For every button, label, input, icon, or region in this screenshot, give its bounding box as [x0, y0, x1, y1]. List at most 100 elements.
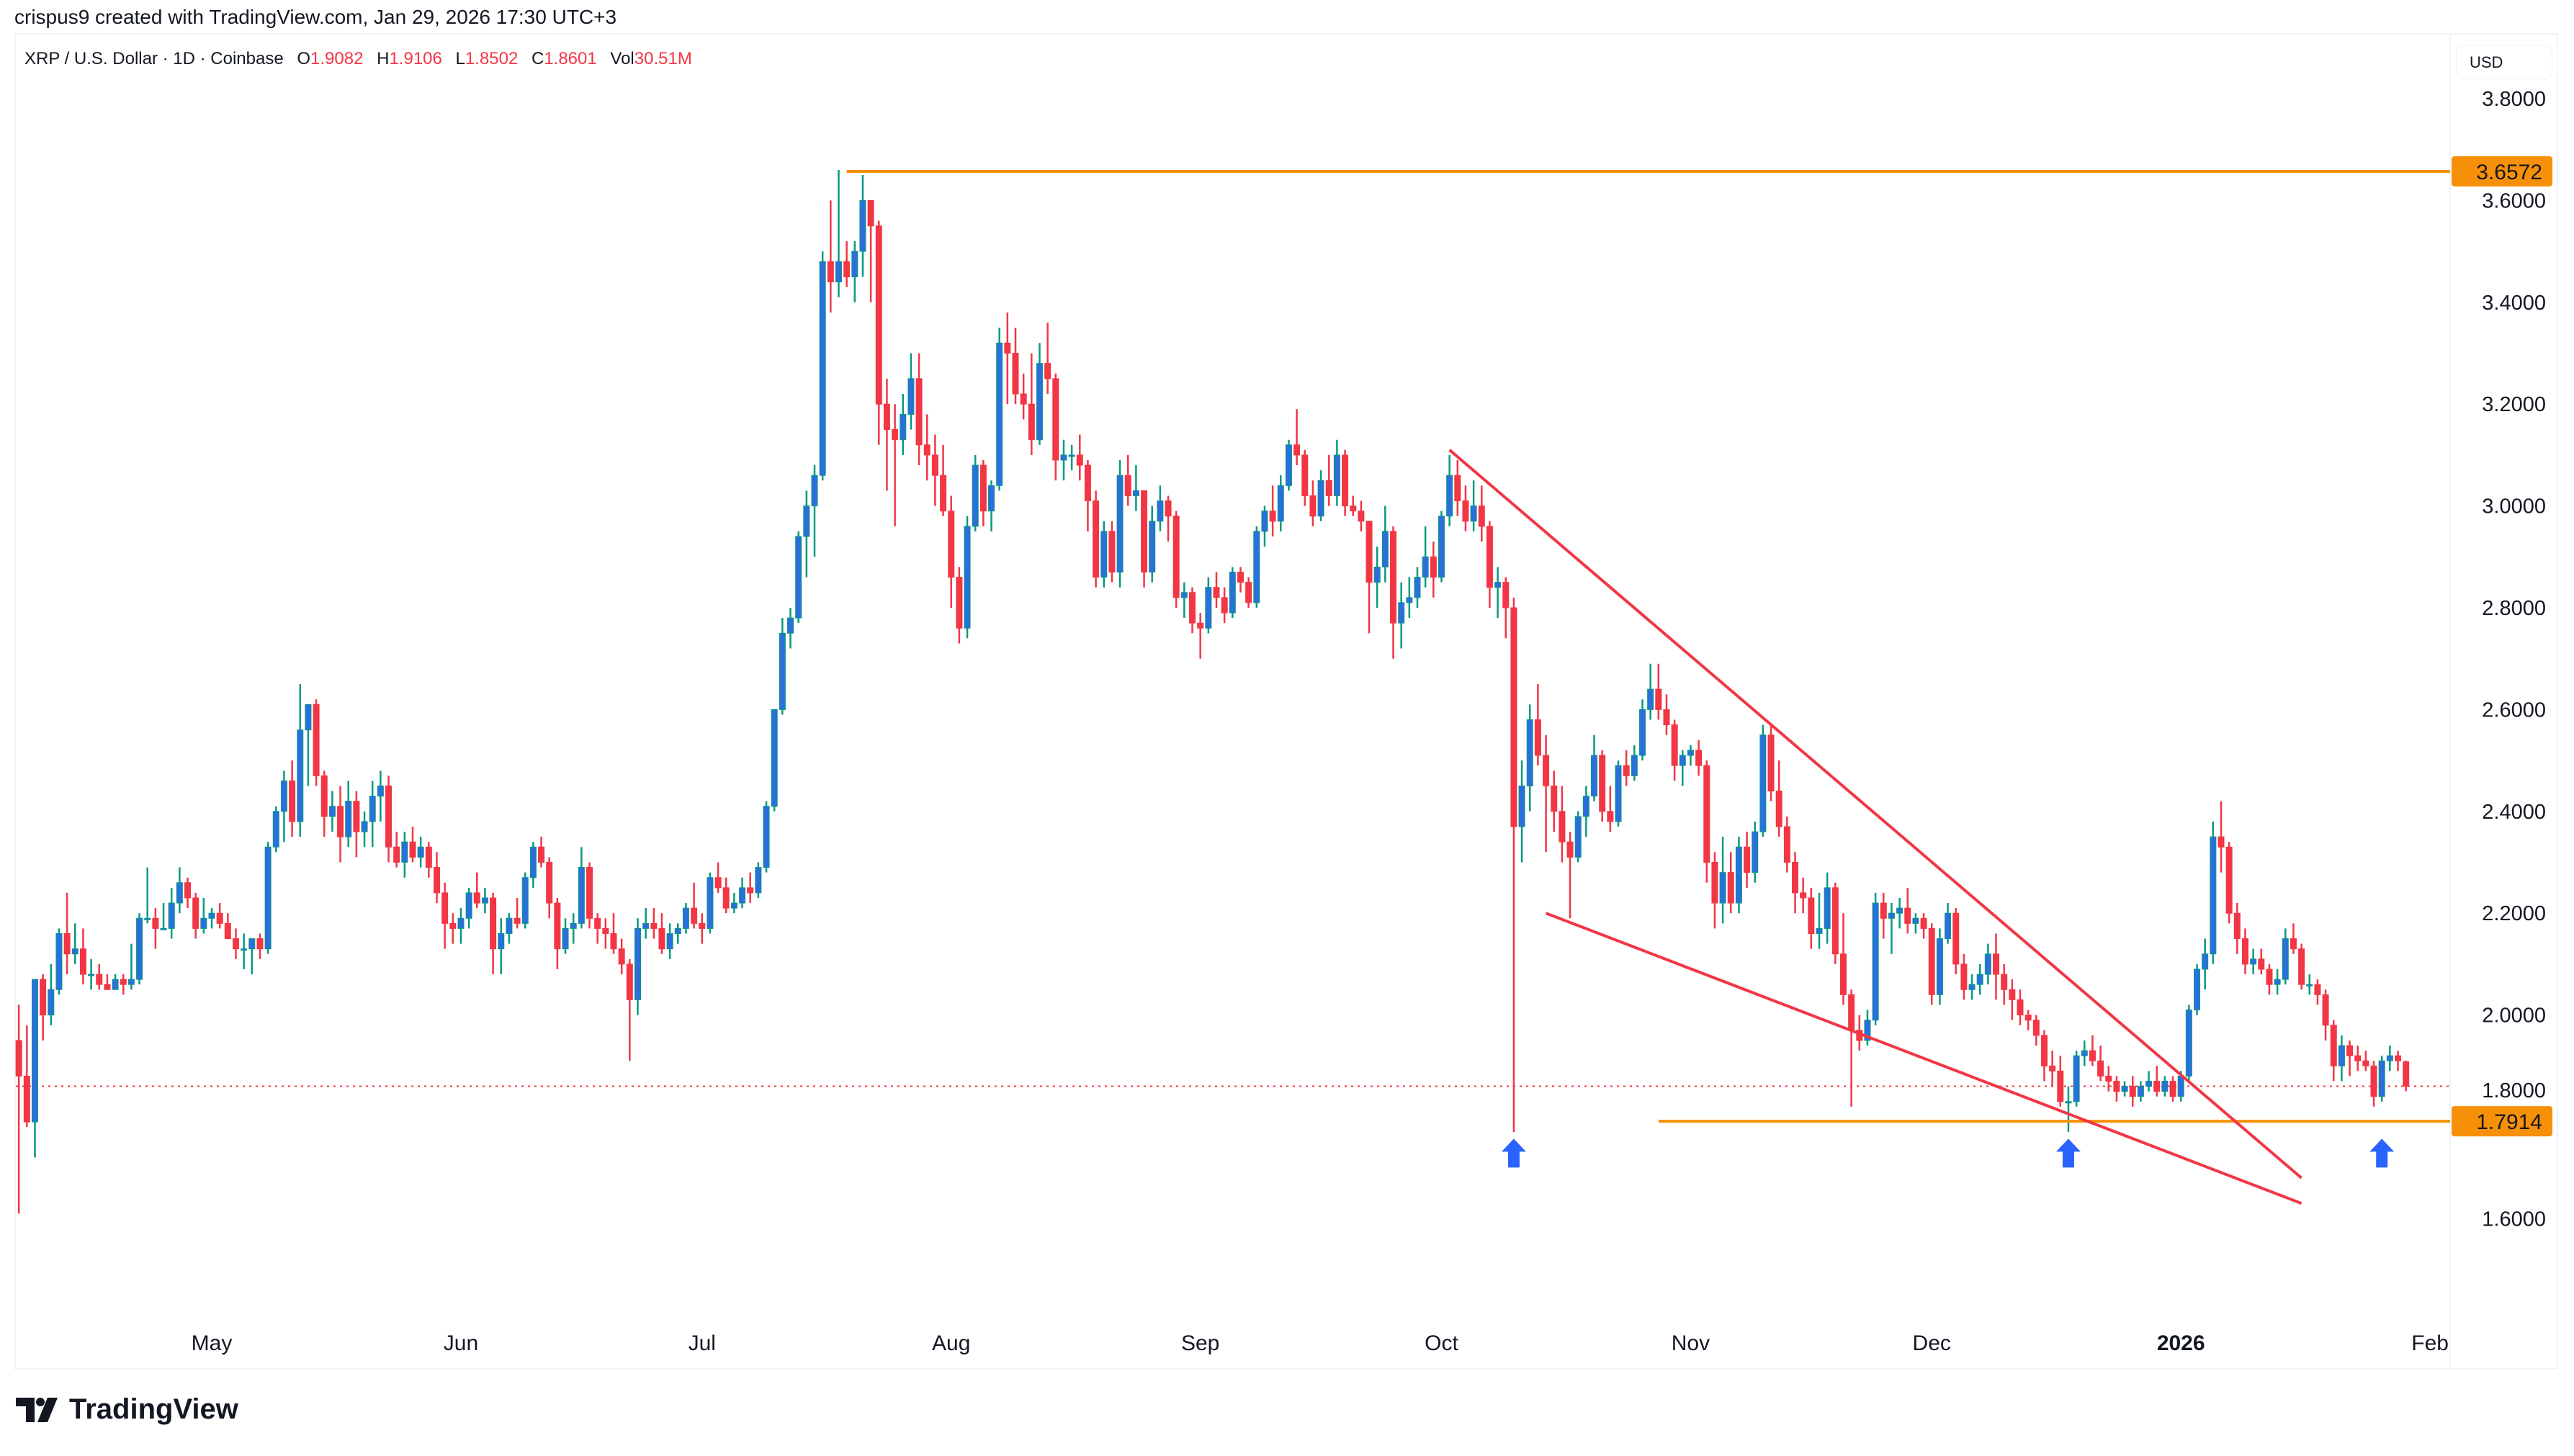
candle-body: [369, 796, 376, 822]
candle-body: [127, 979, 135, 985]
candle-body: [2378, 1060, 2385, 1097]
currency-button[interactable]: USD: [2456, 45, 2552, 79]
candle-body: [224, 922, 231, 940]
candle-body: [1912, 917, 1919, 924]
candle: [1880, 892, 1887, 939]
candle-body: [1390, 531, 1397, 624]
candle: [691, 882, 698, 929]
tradingview-logo[interactable]: TradingView: [16, 1393, 238, 1426]
candle-body: [867, 199, 874, 227]
time-tick-label: 2026: [2157, 1331, 2205, 1355]
candle: [2129, 1076, 2136, 1107]
candle: [1406, 577, 1413, 619]
candle-body: [272, 811, 279, 848]
candle: [401, 832, 408, 878]
candle: [1631, 745, 1638, 781]
candle-body: [1229, 572, 1236, 614]
candle: [2250, 948, 2257, 975]
candle-body: [1052, 378, 1059, 461]
candle: [1478, 485, 1485, 542]
candle: [297, 684, 304, 837]
candle: [1518, 760, 1525, 863]
candle-body: [707, 877, 714, 929]
candle-body: [1213, 587, 1220, 598]
candle: [2362, 1051, 2369, 1071]
candle: [1213, 572, 1220, 608]
candle-body: [320, 775, 328, 817]
candle-body: [2233, 912, 2241, 940]
candle: [1285, 439, 1292, 491]
candle: [1984, 943, 1991, 985]
candle: [1494, 567, 1502, 619]
candle-body: [1993, 953, 2000, 975]
candle: [1695, 740, 1703, 776]
candle: [1197, 613, 1204, 659]
candle-body: [714, 877, 722, 889]
candle: [2241, 928, 2248, 975]
candle-body: [1478, 505, 1485, 527]
candle: [168, 887, 175, 939]
candle: [345, 781, 352, 848]
candle-body: [2049, 1065, 2056, 1071]
arrow-up-icon: [2369, 1138, 2395, 1168]
candle-body: [168, 902, 175, 929]
candle: [1076, 434, 1083, 481]
candle-body: [1277, 485, 1284, 522]
candle: [514, 897, 521, 929]
candle: [948, 495, 955, 608]
candle: [626, 958, 633, 1061]
candle-body: [1647, 688, 1654, 710]
candle-body: [417, 846, 424, 858]
candle-body: [353, 801, 360, 832]
candle: [433, 852, 440, 904]
candle-body: [699, 922, 706, 929]
candle-body: [1414, 577, 1421, 598]
time-tick-label: Jun: [444, 1331, 478, 1355]
candle: [216, 903, 223, 929]
candle: [1325, 454, 1332, 506]
candle: [1936, 928, 1943, 1005]
candle: [658, 913, 665, 954]
price-tick-label: 3.6000: [2482, 189, 2546, 212]
candle: [200, 897, 207, 934]
candle-body: [1526, 719, 1533, 786]
candle-body: [843, 261, 851, 277]
candle-body: [1896, 907, 1903, 914]
candle-body: [441, 892, 449, 924]
candle-body: [385, 785, 393, 848]
candle-body: [691, 907, 698, 924]
candle-body: [1711, 862, 1718, 904]
candle-body: [1301, 454, 1309, 496]
candle: [104, 974, 111, 990]
candle: [337, 786, 344, 863]
candle: [1615, 760, 1622, 827]
candle-body: [907, 378, 915, 415]
candle: [546, 857, 553, 919]
candle: [264, 842, 272, 954]
candle: [979, 459, 987, 526]
candle-body: [1775, 791, 1782, 827]
candle: [594, 913, 601, 944]
candle-body: [521, 877, 529, 924]
candle: [972, 454, 979, 531]
symbol-title[interactable]: XRP / U.S. Dollar · 1D · Coinbase: [24, 49, 284, 68]
candle: [763, 801, 770, 873]
candle: [2113, 1076, 2120, 1102]
candle-body: [1502, 582, 1510, 608]
candle: [1004, 312, 1011, 405]
candle: [1165, 495, 1172, 542]
candle: [682, 903, 689, 934]
time-tick-label: Aug: [932, 1331, 970, 1355]
level-price-label: 1.7914: [2476, 1110, 2542, 1134]
candle: [1559, 786, 1566, 863]
candle: [1189, 587, 1196, 634]
candle-body: [1945, 912, 1952, 940]
candle-body: [1968, 984, 1976, 990]
open-value: 1.9082: [310, 49, 364, 68]
candle: [2258, 948, 2265, 975]
candle-body: [2346, 1045, 2354, 1056]
candle-body: [642, 922, 650, 929]
candle: [634, 918, 641, 1015]
candle: [176, 867, 183, 914]
